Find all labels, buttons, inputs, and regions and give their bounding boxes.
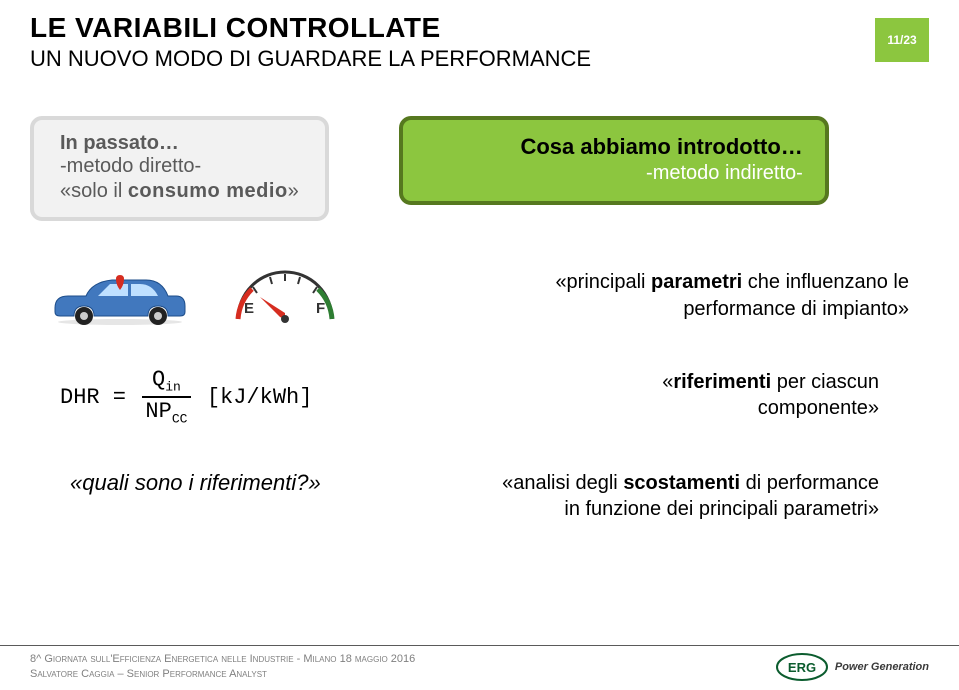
formula-lhs: DHR = [60, 385, 126, 410]
params-pre: «principali [555, 271, 651, 293]
params-mid: che influenzano le [742, 271, 909, 293]
car-icon [50, 272, 190, 326]
subtitle-bold: PERFORMANCE [420, 46, 591, 71]
erg-logo-icon: ERG [775, 652, 829, 682]
rif-bold: riferimenti [673, 371, 771, 393]
den-pre: NP [145, 399, 171, 424]
slide-footer: 8^ Giornata sull'Efficienza Energetica n… [0, 645, 959, 690]
footer-text-block: 8^ Giornata sull'Efficienza Energetica n… [30, 652, 415, 682]
new-method-box: Cosa abbiamo introdotto… -metodo indiret… [399, 116, 829, 205]
company-logo: ERG Power Generation [775, 652, 929, 682]
references-text: «riferimenti per ciascun componente» [312, 369, 929, 421]
past-line3-pre: «solo il [60, 180, 128, 202]
dhr-formula: DHR = Qin NPCC [kJ/kWh] [30, 369, 312, 426]
formula-numerator: Qin [142, 369, 191, 398]
analisi-line2: in funzione dei principali parametri» [564, 498, 879, 520]
params-line2-pre: performance [683, 298, 795, 320]
past-line1: In passato… [60, 132, 299, 155]
rif-post: per ciascun [771, 371, 879, 393]
deviation-analysis-text: «analisi degli scostamenti di performanc… [321, 470, 929, 522]
params-line2-post: di impianto» [796, 298, 909, 320]
gauge-e-label: E [244, 300, 254, 317]
fuel-gauge-icon: E F [230, 269, 340, 329]
formula-denominator: NPCC [145, 398, 187, 425]
analisi-post: di performance [740, 472, 879, 494]
analisi-bold: scostamenti [623, 472, 740, 494]
slide-subtitle: UN NUOVO MODO DI GUARDARE LA PERFORMANCE [30, 46, 929, 72]
page-number-badge: 11/23 [875, 18, 929, 62]
num-pre: Q [152, 367, 165, 392]
main-parameters-text: «principali parametri che influenzano le… [370, 269, 929, 323]
past-line3-bold: consumo medio [128, 180, 288, 202]
formula-unit: [kJ/kWh] [207, 385, 313, 410]
gauge-f-label: F [316, 300, 325, 317]
params-bold: parametri [651, 271, 742, 293]
past-line3: «solo il consumo medio» [60, 180, 299, 203]
footer-line1: 8^ Giornata sull'Efficienza Energetica n… [30, 652, 415, 667]
formula-fraction: Qin NPCC [142, 369, 191, 426]
past-method-box: In passato… -metodo diretto- «solo il co… [30, 116, 329, 221]
new-line2: -metodo indiretto- [425, 162, 803, 185]
num-sub: in [165, 379, 181, 394]
past-line2: -metodo diretto- [60, 155, 299, 178]
bottom-row: «quali sono i riferimenti?» «analisi deg… [30, 470, 929, 522]
slide-title: LE VARIABILI CONTROLLATE [30, 12, 929, 44]
rif-pre: « [662, 371, 673, 393]
subtitle-pre: UN NUOVO MODO DI GUARDARE LA [30, 46, 420, 71]
callout-row: In passato… -metodo diretto- «solo il co… [30, 116, 929, 221]
analisi-pre: «analisi degli [502, 472, 623, 494]
rif-line2: componente» [758, 397, 879, 419]
footer-line2: Salvatore Caggia – Senior Performance An… [30, 667, 415, 682]
past-line3-post: » [288, 180, 299, 202]
new-line1: Cosa abbiamo introdotto… [425, 134, 803, 160]
formula-row: DHR = Qin NPCC [kJ/kWh] «riferimenti per… [30, 369, 929, 426]
icons-and-params-row: E F «principali parametri che influenzan… [30, 269, 929, 329]
logo-subtitle: Power Generation [835, 661, 929, 673]
which-references-text: «quali sono i riferimenti?» [30, 470, 321, 496]
logo-text: ERG [788, 660, 816, 675]
vehicle-icons: E F [30, 269, 330, 329]
den-sub: CC [172, 412, 188, 427]
